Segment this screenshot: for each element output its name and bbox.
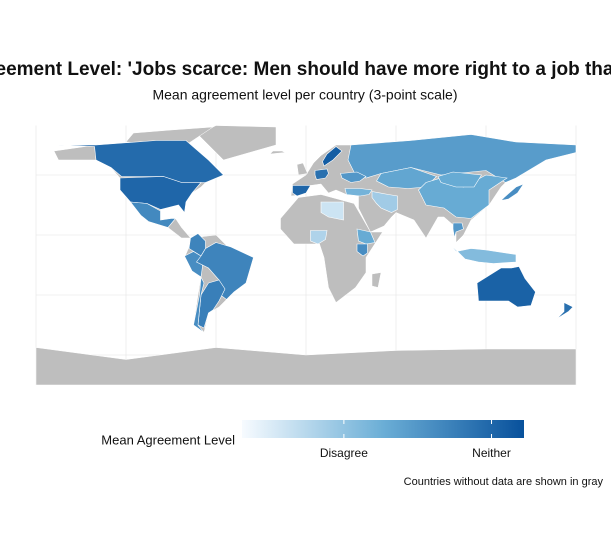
country — [184, 251, 203, 278]
country — [320, 201, 344, 221]
countries — [58, 134, 577, 333]
country — [356, 243, 368, 257]
country — [476, 266, 536, 308]
country — [344, 188, 373, 197]
land-no-data — [197, 125, 277, 161]
country — [556, 302, 574, 320]
colorbar — [242, 420, 524, 438]
country — [371, 191, 398, 213]
country — [500, 183, 525, 201]
country — [322, 146, 343, 167]
land-no-data — [371, 272, 382, 288]
chart-subtitle: Mean agreement level per country (3-poin… — [152, 87, 457, 103]
country — [340, 171, 367, 183]
caption: Countries without data are shown in gray — [404, 476, 604, 488]
country — [292, 185, 312, 197]
country — [452, 222, 464, 239]
country — [347, 134, 577, 183]
colorbar-tick-label: Disagree — [320, 446, 368, 460]
land-no-data — [280, 194, 383, 303]
land-no-data — [35, 347, 577, 386]
country — [193, 275, 205, 333]
country — [310, 230, 328, 245]
country — [376, 167, 438, 189]
colorbar-tick-label: Neither — [472, 446, 511, 460]
country — [448, 242, 517, 264]
legend-title: Mean Agreement Level — [101, 432, 235, 447]
land-no-data — [296, 162, 308, 176]
chart-title: Mean Agreement Level: 'Jobs scarce: Men … — [0, 59, 611, 80]
country — [437, 171, 483, 188]
country — [314, 168, 329, 180]
land-no-data — [269, 150, 286, 155]
country — [356, 228, 376, 245]
country — [129, 201, 177, 228]
